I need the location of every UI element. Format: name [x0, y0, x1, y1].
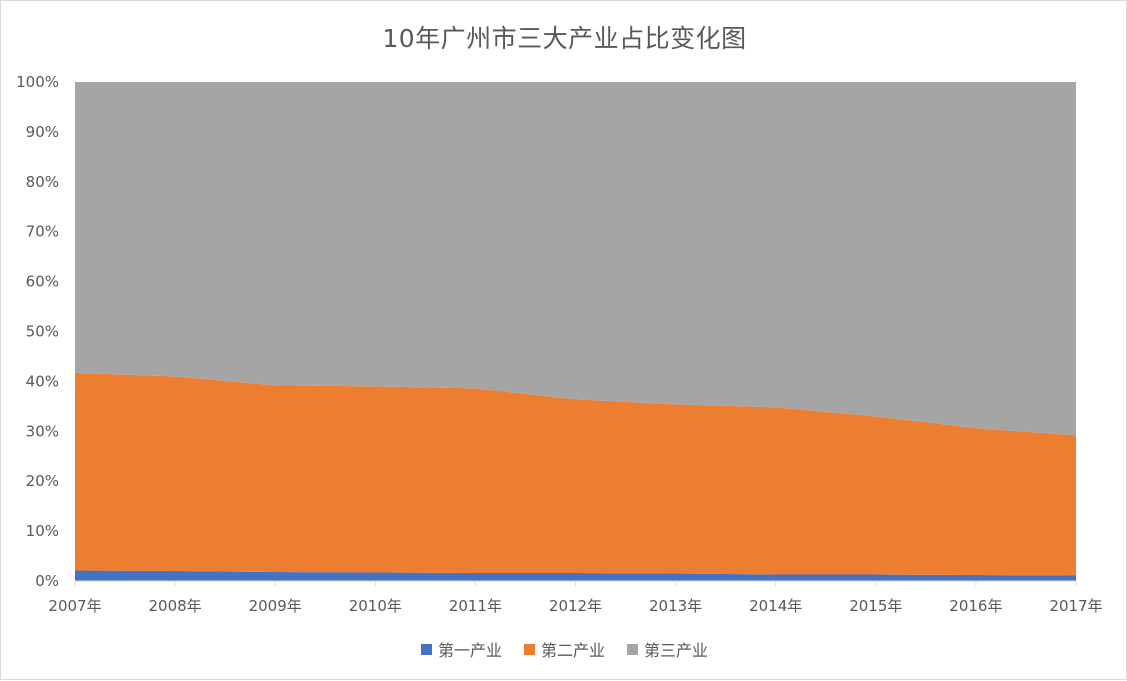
x-tick-label: 2013年 [649, 597, 702, 615]
y-tick-labels: 0% 10% 20% 30% 40% 50% 60% 70% 80% 90% 100% [16, 73, 59, 590]
x-tick-label: 2014年 [749, 597, 802, 615]
x-tick-label: 2007年 [48, 597, 101, 615]
y-tick-label: 10% [26, 522, 59, 540]
y-tick-label: 100% [16, 73, 59, 91]
legend-swatch [420, 643, 432, 655]
y-tick-label: 50% [26, 323, 59, 341]
legend-label: 第三产业 [644, 641, 709, 660]
area-series-2 [75, 372, 1076, 576]
x-tick-label: 2011年 [449, 597, 502, 615]
legend-item-2: 第二产业 [523, 637, 605, 661]
x-tick-label: 2012年 [549, 597, 602, 615]
y-tick-label: 0% [35, 572, 59, 590]
x-tick-labels: 2007年 2008年 2009年 2010年 2011年 2012年 2013年 2014年… [48, 597, 1102, 615]
y-tick-label: 30% [26, 422, 59, 440]
area-series-group [75, 82, 1076, 581]
x-tick-label: 2008年 [149, 597, 202, 615]
y-tick-label: 70% [26, 223, 59, 241]
x-tick-label: 2015年 [849, 597, 902, 615]
legend-item-1: 第一产业 [420, 637, 502, 661]
legend-label: 第一产业 [437, 641, 502, 660]
y-tick-label: 80% [26, 173, 59, 191]
x-tick-label: 2016年 [949, 597, 1002, 615]
y-tick-label: 40% [26, 372, 59, 390]
chart-title: 10年广州市三大产业占比变化图 [382, 24, 747, 53]
y-tick-label: 60% [26, 273, 59, 291]
legend-item-3: 第三产业 [627, 637, 708, 661]
legend-swatch [523, 643, 535, 655]
legend-swatch [627, 643, 638, 655]
x-tick-label: 2017年 [1049, 597, 1102, 615]
y-tick-label: 90% [26, 123, 59, 141]
chart-legend: 第一产业 第二产业 第三产业 [1, 637, 1127, 661]
y-tick-label: 20% [26, 472, 59, 490]
area-series-3 [75, 82, 1076, 436]
axes-group [74, 580, 1077, 586]
x-tick-label: 2010年 [349, 597, 402, 615]
area-series-1 [75, 570, 1076, 581]
x-tick-label: 2009年 [249, 597, 302, 615]
legend-label: 第二产业 [540, 641, 605, 660]
